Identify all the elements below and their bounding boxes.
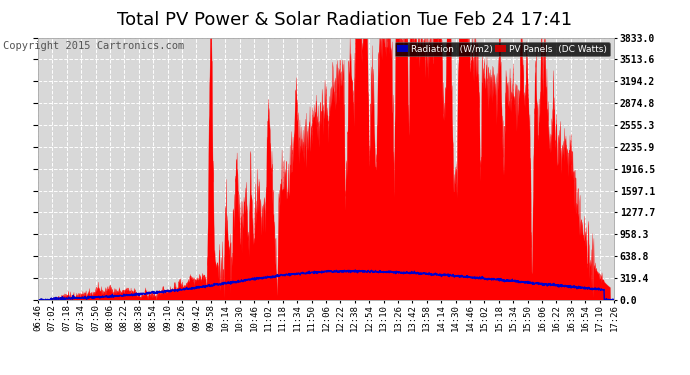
Legend: Radiation  (W/m2), PV Panels  (DC Watts): Radiation (W/m2), PV Panels (DC Watts) bbox=[395, 42, 609, 56]
Text: Copyright 2015 Cartronics.com: Copyright 2015 Cartronics.com bbox=[3, 41, 185, 51]
Text: Total PV Power & Solar Radiation Tue Feb 24 17:41: Total PV Power & Solar Radiation Tue Feb… bbox=[117, 11, 573, 29]
